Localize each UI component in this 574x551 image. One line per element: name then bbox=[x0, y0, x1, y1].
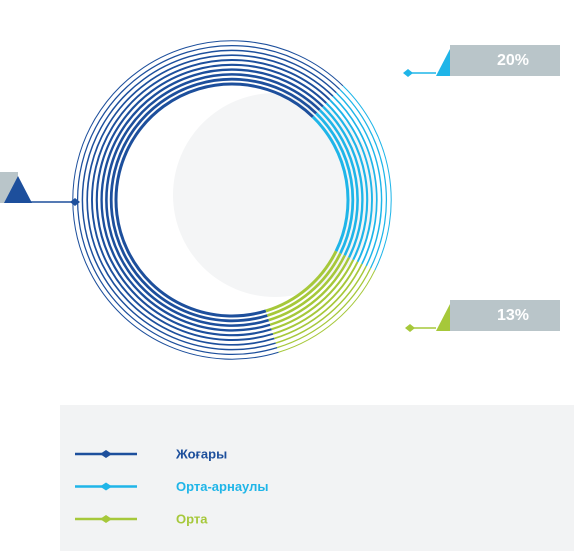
leader-dot bbox=[70, 198, 80, 206]
legend-background bbox=[60, 405, 574, 551]
slice bbox=[311, 85, 392, 271]
value-label: 20% bbox=[497, 52, 529, 69]
slice-ring bbox=[114, 82, 314, 318]
slice-ring bbox=[72, 40, 344, 360]
slice-ring bbox=[318, 109, 359, 257]
leader-dot bbox=[403, 69, 413, 77]
legend-label: Орта-арнаулы bbox=[176, 479, 268, 494]
slice-ring bbox=[269, 257, 351, 326]
slice-ring bbox=[268, 254, 346, 322]
value-label: 13% bbox=[497, 307, 529, 324]
leader-dot bbox=[405, 324, 415, 332]
legend-label: Жоғары bbox=[175, 446, 227, 461]
slice-ring bbox=[315, 112, 355, 254]
legend-dot bbox=[100, 482, 112, 491]
slice-ring bbox=[271, 259, 355, 331]
label-box bbox=[450, 300, 560, 331]
slice-ring bbox=[274, 263, 363, 340]
slice-ring bbox=[342, 85, 392, 271]
slice bbox=[72, 40, 344, 360]
legend-label: Орта bbox=[176, 511, 208, 526]
slice-ring bbox=[109, 77, 318, 323]
slice bbox=[265, 250, 376, 353]
slice-ring bbox=[105, 73, 321, 327]
slice-ring bbox=[86, 54, 334, 346]
slice-ring bbox=[275, 265, 367, 344]
slice-ring bbox=[91, 59, 331, 341]
slice-ring bbox=[81, 49, 337, 351]
slice-ring bbox=[276, 267, 372, 349]
center-disc bbox=[173, 93, 377, 297]
legend-dot bbox=[100, 515, 112, 523]
slice-ring bbox=[335, 92, 383, 267]
label-notch bbox=[18, 176, 32, 203]
label-notch bbox=[436, 49, 450, 76]
slice-ring bbox=[339, 88, 388, 269]
slice-ring bbox=[311, 115, 350, 252]
slice-ring bbox=[325, 102, 369, 261]
slice-ring bbox=[332, 95, 378, 265]
slice-ring bbox=[95, 63, 327, 337]
slice-ring bbox=[266, 252, 342, 317]
legend-dot bbox=[100, 450, 112, 458]
label-notch bbox=[4, 176, 18, 203]
label-box bbox=[450, 45, 560, 76]
slice-ring bbox=[322, 105, 364, 259]
slice-ring bbox=[278, 270, 376, 353]
slice-ring bbox=[76, 45, 341, 355]
slice-ring bbox=[265, 250, 338, 313]
slice-ring bbox=[272, 261, 359, 335]
label-notch bbox=[436, 304, 450, 331]
slice-ring bbox=[100, 68, 324, 332]
slice-ring bbox=[328, 98, 373, 263]
